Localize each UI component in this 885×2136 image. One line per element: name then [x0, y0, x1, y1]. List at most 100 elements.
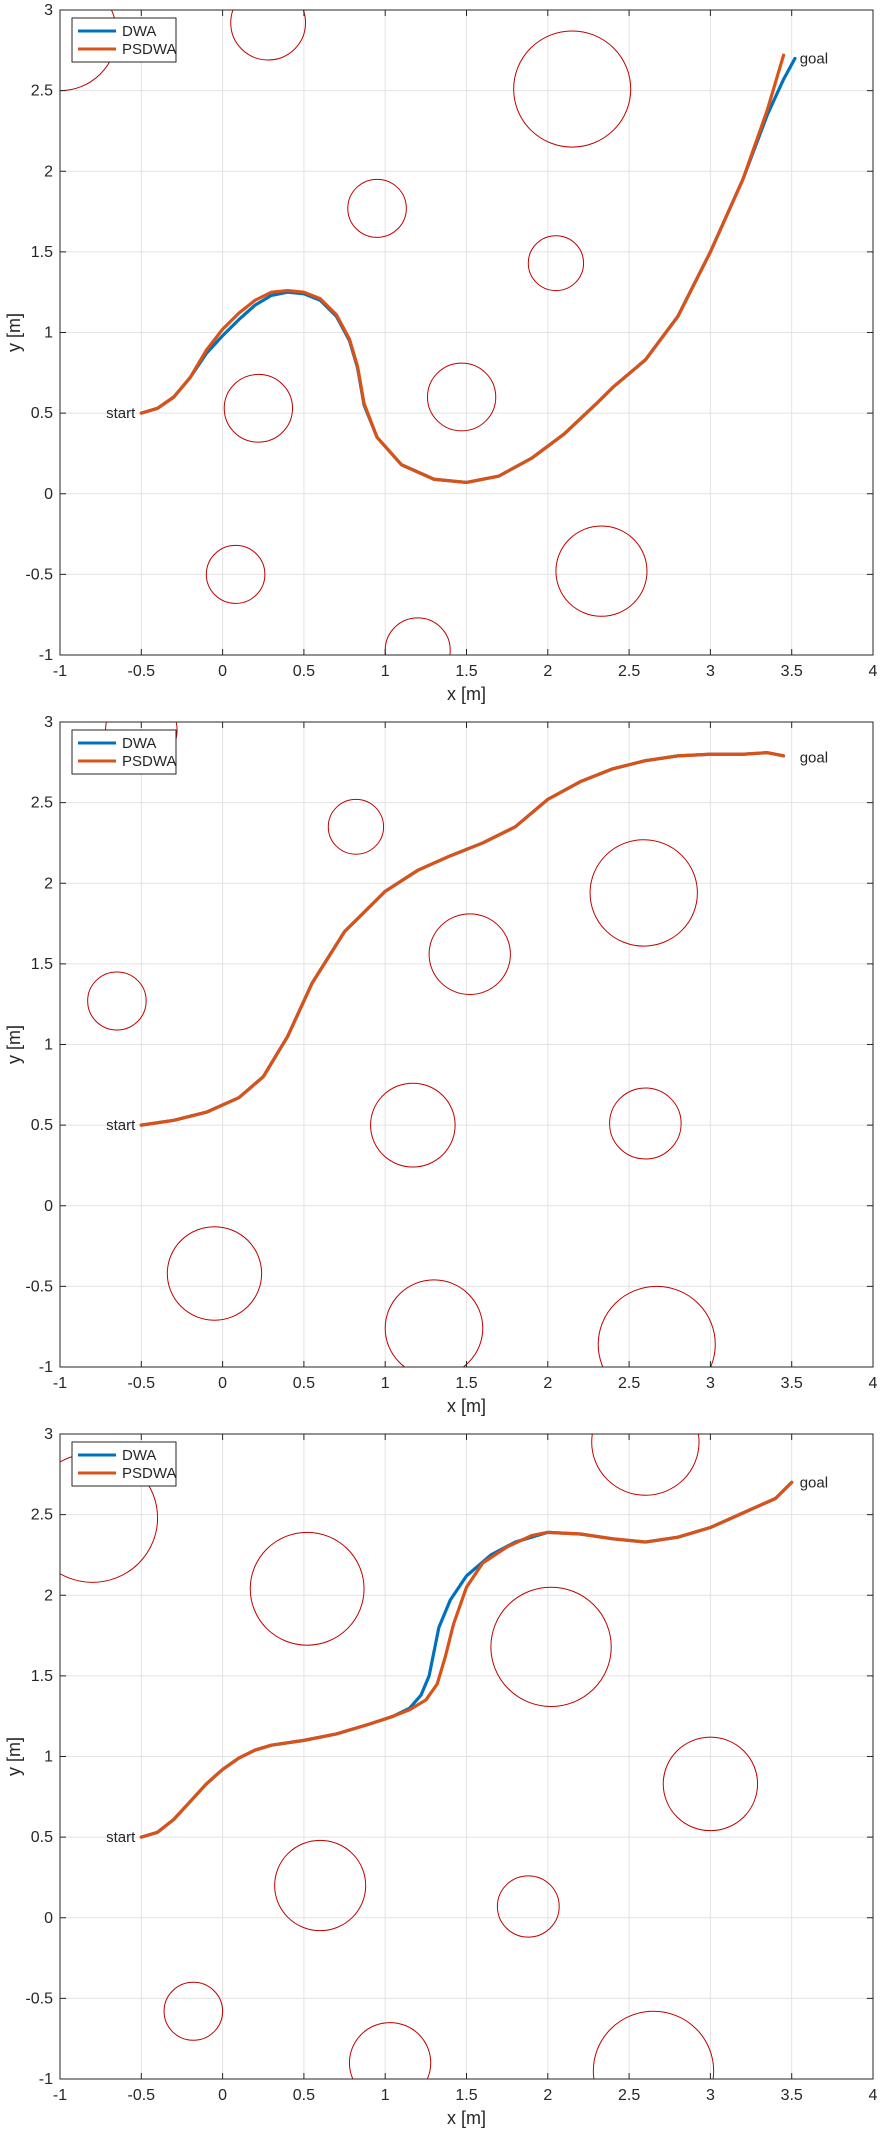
x-tick-label: -1 [53, 1375, 67, 1392]
series-group [139, 751, 786, 1127]
y-tick-label: 2.5 [31, 83, 53, 100]
x-tick-label: 3 [706, 2087, 715, 2104]
annotation-goal: goal [800, 1474, 828, 1491]
y-tick-label: 1.5 [31, 1668, 53, 1685]
y-tick-label: -0.5 [25, 1990, 53, 2007]
legend-label-psdwa: PSDWA [122, 753, 176, 770]
series-line-psdwa [139, 53, 786, 485]
y-tick-label: 3 [44, 2, 53, 19]
y-tick-label: 2.5 [31, 795, 53, 812]
y-axis-label: y [m] [4, 1737, 24, 1776]
legend-box [71, 729, 177, 775]
y-tick-label: 0 [44, 1910, 53, 1927]
x-tick-label: 4 [869, 663, 878, 680]
series-group [139, 1480, 794, 1839]
trajectory-chart-3: -1 -0.5 0 0.5 1 1.5 2 2.5 3 3.5 4 -1 -0.5 0 0.5 1 1.5 2 2.… [4, 1426, 878, 2128]
x-tick-label: 2 [543, 2087, 552, 2104]
annotation-goal: goal [800, 749, 828, 766]
obstacle-circle [230, 10, 307, 61]
x-tick-label: 1.5 [455, 663, 477, 680]
series-line-psdwa [139, 751, 786, 1127]
obstacle-circle [274, 1839, 367, 1932]
y-tick-label: 2 [44, 1587, 53, 1604]
y-tick-label: 0 [44, 486, 53, 503]
x-tick-label: -1 [53, 663, 67, 680]
legend-label-psdwa: PSDWA [122, 1465, 176, 1482]
x-tick-label: 0.5 [293, 2087, 315, 2104]
obstacle-circle [609, 1087, 682, 1160]
x-tick-label: -0.5 [128, 2087, 156, 2104]
y-tick-label: 3 [44, 714, 53, 731]
obstacle-circle [555, 525, 648, 617]
obstacle-circle [662, 1736, 759, 1832]
y-tick-label: 0 [44, 1198, 53, 1215]
obstacle-circle [426, 362, 497, 432]
x-axis-label: x [m] [447, 2108, 486, 2128]
obstacle-circle [166, 1226, 263, 1321]
x-tick-label: 1 [381, 1375, 390, 1392]
x-tick-label: 2 [543, 1375, 552, 1392]
obstacle-circle [384, 1279, 484, 1367]
y-tick-label: -1 [39, 1359, 53, 1376]
y-tick-label: 1 [44, 325, 53, 342]
obstacle-circle [527, 235, 585, 292]
legend-box [71, 17, 177, 63]
obstacle-circle [348, 2022, 432, 2079]
annotation-start: start [106, 405, 136, 422]
x-tick-label: 4 [869, 1375, 878, 1392]
legend-label-dwa: DWA [122, 23, 156, 40]
legend-box [71, 1441, 177, 1487]
x-tick-label: 3.5 [781, 2087, 803, 2104]
x-tick-label: 3 [706, 1375, 715, 1392]
obstacle-circle [370, 1082, 456, 1168]
obstacle-circle [597, 1285, 716, 1367]
x-tick-label: 0 [218, 2087, 227, 2104]
x-tick-label: 2.5 [618, 1375, 640, 1392]
x-tick-label: 4 [869, 2087, 878, 2104]
trajectory-chart-2: -1 -0.5 0 0.5 1 1.5 2 2.5 3 3.5 4 -1 -0.5 0 0.5 1 1.5 2 2.… [4, 714, 878, 1416]
y-tick-label: -0.5 [25, 1278, 53, 1295]
legend-label-dwa: DWA [122, 735, 156, 752]
y-tick-label: 3 [44, 1426, 53, 1443]
x-tick-label: 1 [381, 2087, 390, 2104]
x-tick-label: 1.5 [455, 2087, 477, 2104]
grid [59, 1433, 874, 2080]
x-tick-label: -0.5 [128, 663, 156, 680]
y-tick-label: 1 [44, 1037, 53, 1054]
annotation-start: start [106, 1117, 136, 1134]
series-line-psdwa [139, 1480, 794, 1839]
x-tick-label: 1.5 [455, 1375, 477, 1392]
annotation-goal: goal [800, 50, 828, 67]
x-tick-label: 0 [218, 663, 227, 680]
x-tick-label: -1 [53, 2087, 67, 2104]
obstacle-circle [513, 30, 632, 148]
y-tick-label: 1 [44, 1749, 53, 1766]
x-tick-label: 3.5 [781, 663, 803, 680]
y-tick-label: 0.5 [31, 405, 53, 422]
obstacle-circle [591, 1434, 700, 1496]
obstacle-circle [163, 1981, 224, 2041]
y-tick-label: 0.5 [31, 1117, 53, 1134]
legend-label-dwa: DWA [122, 1447, 156, 1464]
obstacle-circle [589, 839, 698, 947]
y-tick-label: -1 [39, 2071, 53, 2088]
x-tick-label: 2 [543, 663, 552, 680]
x-axis-label: x [m] [447, 1396, 486, 1416]
x-tick-label: 3 [706, 663, 715, 680]
x-tick-label: 0 [218, 1375, 227, 1392]
y-tick-label: 2.5 [31, 1507, 53, 1524]
legend-label-psdwa: PSDWA [122, 41, 176, 58]
annotation-start: start [106, 1829, 136, 1846]
obstacle-circle [428, 913, 511, 996]
obstacles [60, 1434, 759, 2079]
obstacle-circle [205, 544, 266, 604]
y-tick-label: 1.5 [31, 956, 53, 973]
x-tick-label: 1 [381, 663, 390, 680]
y-tick-label: -1 [39, 647, 53, 664]
x-tick-label: 0.5 [293, 1375, 315, 1392]
obstacle-circle [496, 1875, 560, 1938]
y-tick-label: 1.5 [31, 244, 53, 261]
